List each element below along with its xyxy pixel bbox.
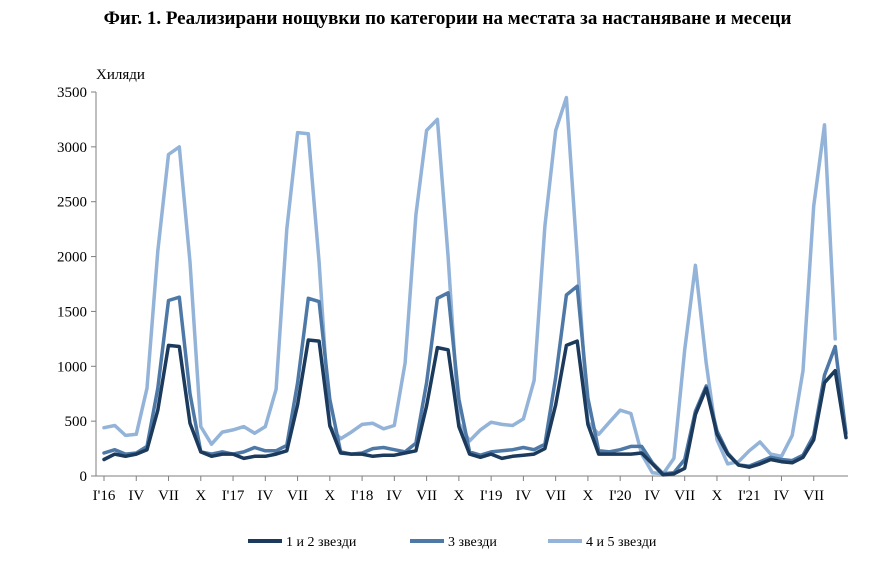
x-tick-label: IV	[386, 488, 402, 504]
y-tick-label: 1500	[57, 304, 87, 320]
x-tick-label: IV	[774, 488, 790, 504]
y-tick-label: 2500	[57, 195, 87, 211]
x-tick-label: X	[712, 488, 723, 504]
y-tick-label: 2000	[57, 250, 87, 266]
legend-label-3: 4 и 5 звезди	[586, 535, 657, 550]
x-tick-label: I'21	[738, 488, 761, 504]
x-tick-label: VII	[803, 488, 824, 504]
legend-label-2: 3 звезди	[448, 535, 497, 550]
series-layer	[102, 95, 848, 477]
x-tick-label: VII	[158, 488, 179, 504]
x-tick-label: IV	[515, 488, 531, 504]
y-tick-label: 3000	[57, 140, 87, 156]
x-tick-label: X	[582, 488, 593, 504]
x-tick-label: X	[453, 488, 464, 504]
y-tick-label: 1000	[57, 359, 87, 375]
x-tick-label: I'16	[93, 488, 116, 504]
axes: 0 500 1000 1500 2000 2500 3000 3500 I'16 IV VII X I'…	[57, 85, 848, 504]
x-tick-label: IV	[128, 488, 144, 504]
x-tick-label: VII	[287, 488, 308, 504]
x-tick-label: VII	[416, 488, 437, 504]
legend: 1 и 2 звезди 3 звезди 4 и 5 звезди	[248, 535, 657, 550]
chart-title: Фиг. 1. Реализирани нощувки по категории…	[103, 8, 792, 29]
x-tick-label: X	[195, 488, 206, 504]
series-line-1	[102, 338, 848, 477]
y-tick-label: 500	[65, 414, 88, 430]
x-tick-label: I'20	[609, 488, 632, 504]
x-tick-label: I'17	[222, 488, 245, 504]
y-tick-label: 0	[80, 469, 88, 485]
x-tick-label: VII	[674, 488, 695, 504]
x-tick-label: IV	[645, 488, 661, 504]
x-tick-label: VII	[545, 488, 566, 504]
y-tick-label: 3500	[57, 85, 87, 101]
legend-label-1: 1 и 2 звезди	[286, 535, 357, 550]
x-tick-label: IV	[257, 488, 273, 504]
y-axis-label: Хиляди	[96, 67, 145, 83]
series-line-2	[102, 284, 848, 476]
x-tick-label: X	[324, 488, 335, 504]
series-line-3	[102, 95, 837, 476]
x-tick-label: I'18	[351, 488, 374, 504]
x-tick-label: I'19	[480, 488, 503, 504]
